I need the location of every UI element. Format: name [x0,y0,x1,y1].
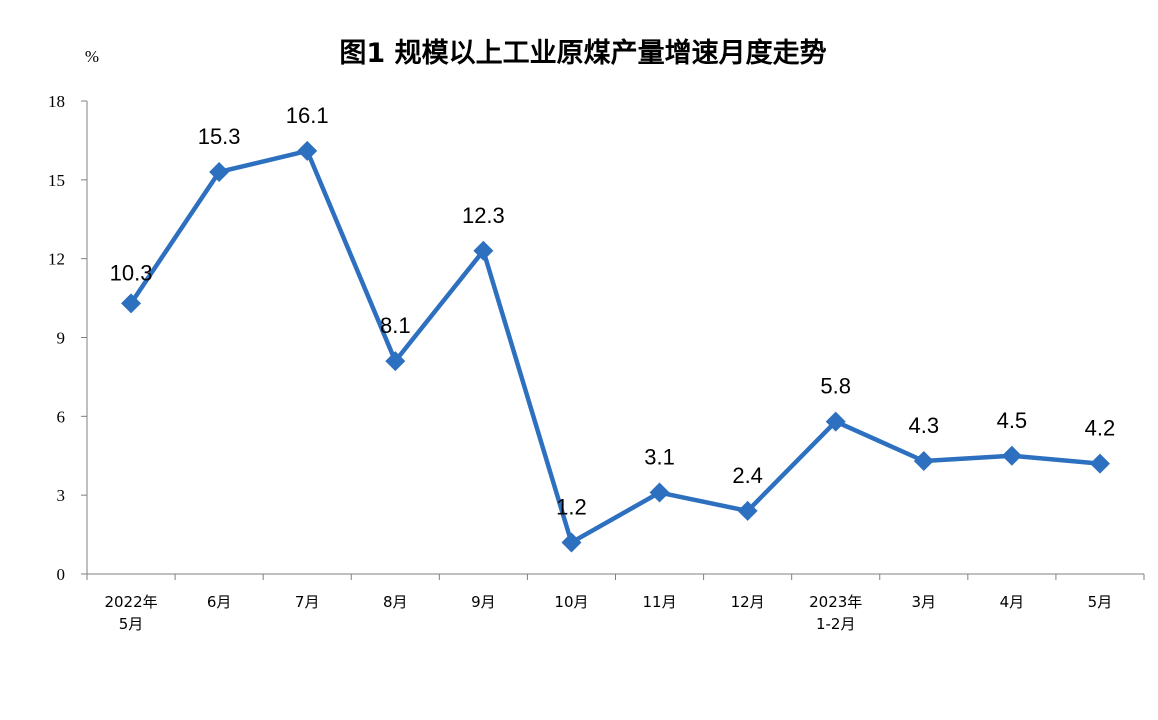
data-label: 2.4 [732,463,763,488]
data-point-marker [297,140,318,161]
y-tick-label: 12 [48,250,65,269]
series-line-path [129,148,1101,545]
data-label: 12.3 [462,203,505,228]
x-tick-label: 10月 [554,593,588,611]
x-tick-labels: 2022年 5月 6月 7月 8月 9月 10月 11月 12月 2023年 1-2月 3月 4月 5月 [104,593,1112,633]
data-label: 3.1 [644,445,675,470]
data-point-marker [473,240,494,261]
data-point-marker [913,451,934,472]
x-tick-label: 7月 [295,593,320,611]
data-point-marker [1089,453,1110,474]
y-tick-label: 6 [57,407,66,426]
x-tick-label: 11月 [642,593,676,611]
data-point-marker [561,532,582,553]
data-label: 5.8 [820,374,851,399]
axes [81,100,1145,580]
x-tick-label: 12月 [731,593,765,611]
x-tick-label: 2022年 5月 [104,593,157,633]
series-line [121,140,1110,553]
data-point-marker [825,411,846,432]
x-tick-label: 2023年 1-2月 [809,593,862,633]
chart-title: 图1 规模以上工业原煤产量增速月度走势 [339,37,826,69]
y-tick-label: 0 [57,565,66,584]
data-label: 4.3 [908,413,939,438]
data-point-marker [649,482,670,503]
x-tick-label: 3月 [912,593,937,611]
data-point-marker [209,161,230,182]
data-label: 8.1 [380,313,411,338]
data-label: 10.3 [110,260,153,285]
data-point-marker [1001,445,1022,466]
y-tick-label: 15 [48,171,65,190]
x-tick-label: 9月 [471,593,496,611]
data-point-marker [737,500,758,521]
x-tick-label: 4月 [1000,593,1025,611]
data-label: 15.3 [198,124,241,149]
y-axis-unit: % [85,47,99,66]
y-tick-label: 3 [57,486,66,505]
data-labels: 10.3 15.3 16.1 8.1 12.3 1.2 3.1 2.4 5.8 4.3 4.5 4.2 [110,103,1116,520]
data-label: 4.5 [997,408,1028,433]
data-label: 4.2 [1085,416,1116,441]
y-tick-label: 9 [57,329,66,348]
data-point-marker [385,351,406,372]
y-tick-label: 18 [48,92,65,111]
y-tick-labels: 0 3 6 9 12 15 18 [48,92,65,584]
x-tick-label: 5月 [1088,593,1113,611]
data-point-marker [121,293,142,314]
x-tick-label: 6月 [207,593,232,611]
data-label: 1.2 [556,494,587,519]
data-label: 16.1 [286,103,329,128]
x-tick-label: 8月 [383,593,408,611]
